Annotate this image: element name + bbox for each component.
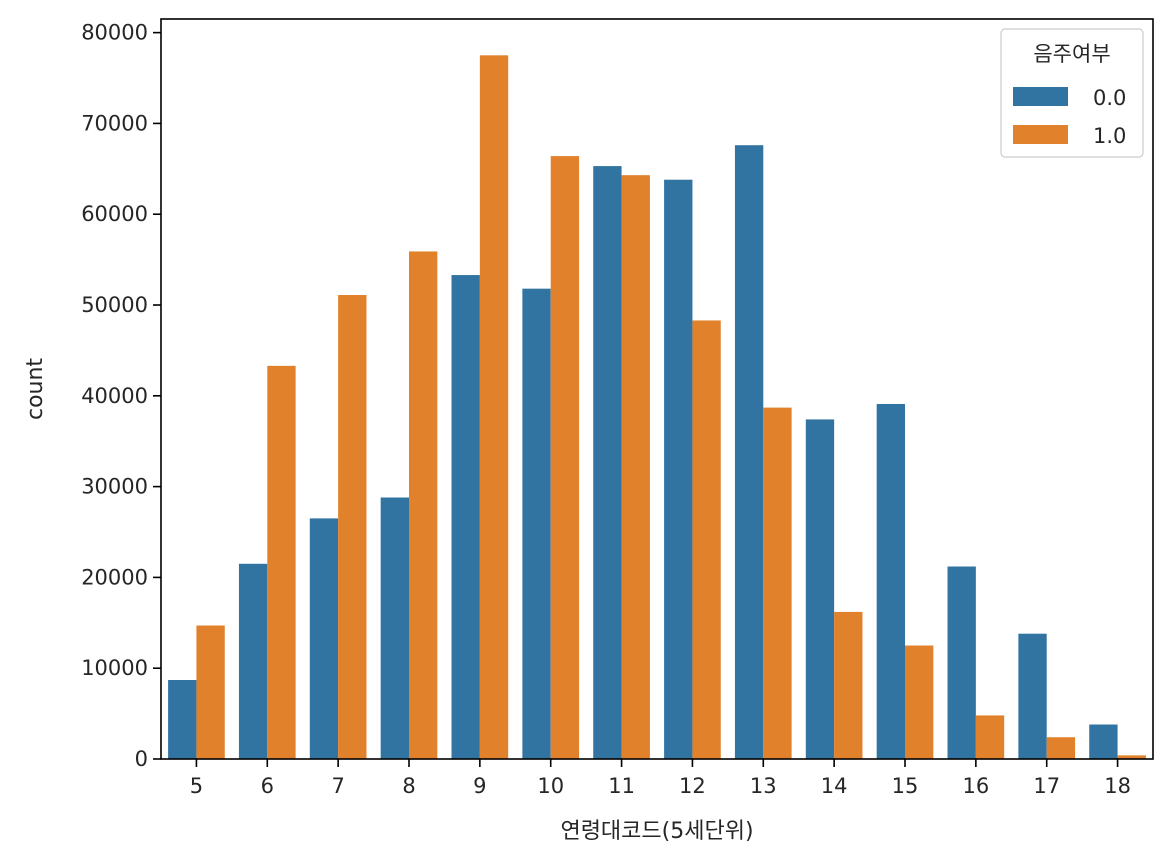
bar-series-1.0-cat-16 bbox=[975, 715, 1005, 759]
bar-series-0.0-cat-13 bbox=[734, 145, 764, 759]
x-tick-label: 12 bbox=[679, 774, 706, 798]
bar-series-0.0-cat-12 bbox=[664, 179, 693, 759]
legend-label-0.0: 0.0 bbox=[1093, 86, 1126, 110]
bar-series-1.0-cat-15 bbox=[905, 645, 934, 759]
legend: 음주여부 0.0 1.0 bbox=[1000, 28, 1144, 158]
bars-group bbox=[168, 55, 1146, 760]
bar-series-1.0-cat-5 bbox=[196, 625, 225, 759]
y-axis-label: count bbox=[23, 358, 48, 420]
bar-series-0.0-cat-17 bbox=[1018, 633, 1047, 759]
y-tick-label: 50000 bbox=[81, 293, 148, 317]
bar-series-0.0-cat-7 bbox=[309, 518, 339, 759]
y-tick-label: 0 bbox=[135, 747, 148, 771]
legend-swatch-1.0 bbox=[1013, 125, 1068, 144]
x-tick-label: 17 bbox=[1033, 774, 1060, 798]
bar-series-0.0-cat-16 bbox=[947, 566, 976, 759]
bar-series-1.0-cat-17 bbox=[1046, 737, 1076, 759]
x-tick-label: 18 bbox=[1104, 774, 1131, 798]
bar-series-1.0-cat-13 bbox=[763, 407, 792, 759]
legend-label-1.0: 1.0 bbox=[1093, 124, 1126, 148]
bar-series-0.0-cat-5 bbox=[168, 680, 197, 759]
legend-items: 0.0 1.0 bbox=[1013, 86, 1126, 148]
bar-series-0.0-cat-10 bbox=[522, 288, 551, 759]
x-tick-label: 16 bbox=[962, 774, 989, 798]
x-tick-label: 15 bbox=[892, 774, 919, 798]
x-tick-label: 5 bbox=[190, 774, 203, 798]
x-tick-label: 6 bbox=[261, 774, 274, 798]
bar-series-1.0-cat-18 bbox=[1117, 755, 1146, 759]
bar-series-0.0-cat-18 bbox=[1089, 724, 1118, 759]
bar-series-1.0-cat-10 bbox=[550, 156, 580, 760]
plot-frame bbox=[160, 18, 1154, 760]
bar-series-1.0-cat-8 bbox=[409, 251, 438, 759]
bar-series-0.0-cat-6 bbox=[238, 563, 268, 759]
y-tick-label: 70000 bbox=[81, 111, 148, 135]
x-tick-label: 10 bbox=[537, 774, 564, 798]
y-tick-label: 10000 bbox=[81, 656, 148, 680]
bar-series-0.0-cat-8 bbox=[380, 497, 409, 759]
y-tick-label: 80000 bbox=[81, 21, 148, 45]
legend-swatch-0.0 bbox=[1013, 87, 1068, 106]
x-tick-label: 7 bbox=[331, 774, 344, 798]
bar-series-1.0-cat-6 bbox=[267, 365, 296, 759]
y-tick-label: 30000 bbox=[81, 475, 148, 499]
x-axis-label: 연령대코드(5세단위) bbox=[560, 819, 753, 844]
y-tick-label: 20000 bbox=[81, 565, 148, 589]
x-axis-ticks: 5 6 7 8 9 10 11 12 13 14 15 16 17 18 bbox=[190, 759, 1131, 798]
bar-series-1.0-cat-11 bbox=[621, 175, 650, 760]
bar-series-0.0-cat-14 bbox=[805, 419, 835, 759]
x-tick-label: 13 bbox=[750, 774, 777, 798]
bar-series-1.0-cat-14 bbox=[834, 611, 863, 759]
bar-series-1.0-cat-12 bbox=[692, 320, 721, 759]
y-axis-ticks: 0 10000 20000 30000 40000 50000 60000 70000 8000… bbox=[81, 21, 161, 771]
legend-title: 음주여부 bbox=[1033, 42, 1110, 66]
x-tick-label: 14 bbox=[821, 774, 848, 798]
bar-series-1.0-cat-9 bbox=[479, 55, 509, 759]
bar-series-0.0-cat-15 bbox=[876, 403, 905, 759]
x-tick-label: 8 bbox=[402, 774, 415, 798]
bar-series-0.0-cat-9 bbox=[451, 275, 480, 759]
y-tick-label: 60000 bbox=[81, 202, 148, 226]
bar-series-0.0-cat-11 bbox=[593, 166, 622, 760]
bar-series-1.0-cat-7 bbox=[338, 295, 367, 759]
x-tick-label: 11 bbox=[608, 774, 635, 798]
x-tick-label: 9 bbox=[473, 774, 486, 798]
y-tick-label: 40000 bbox=[81, 384, 148, 408]
